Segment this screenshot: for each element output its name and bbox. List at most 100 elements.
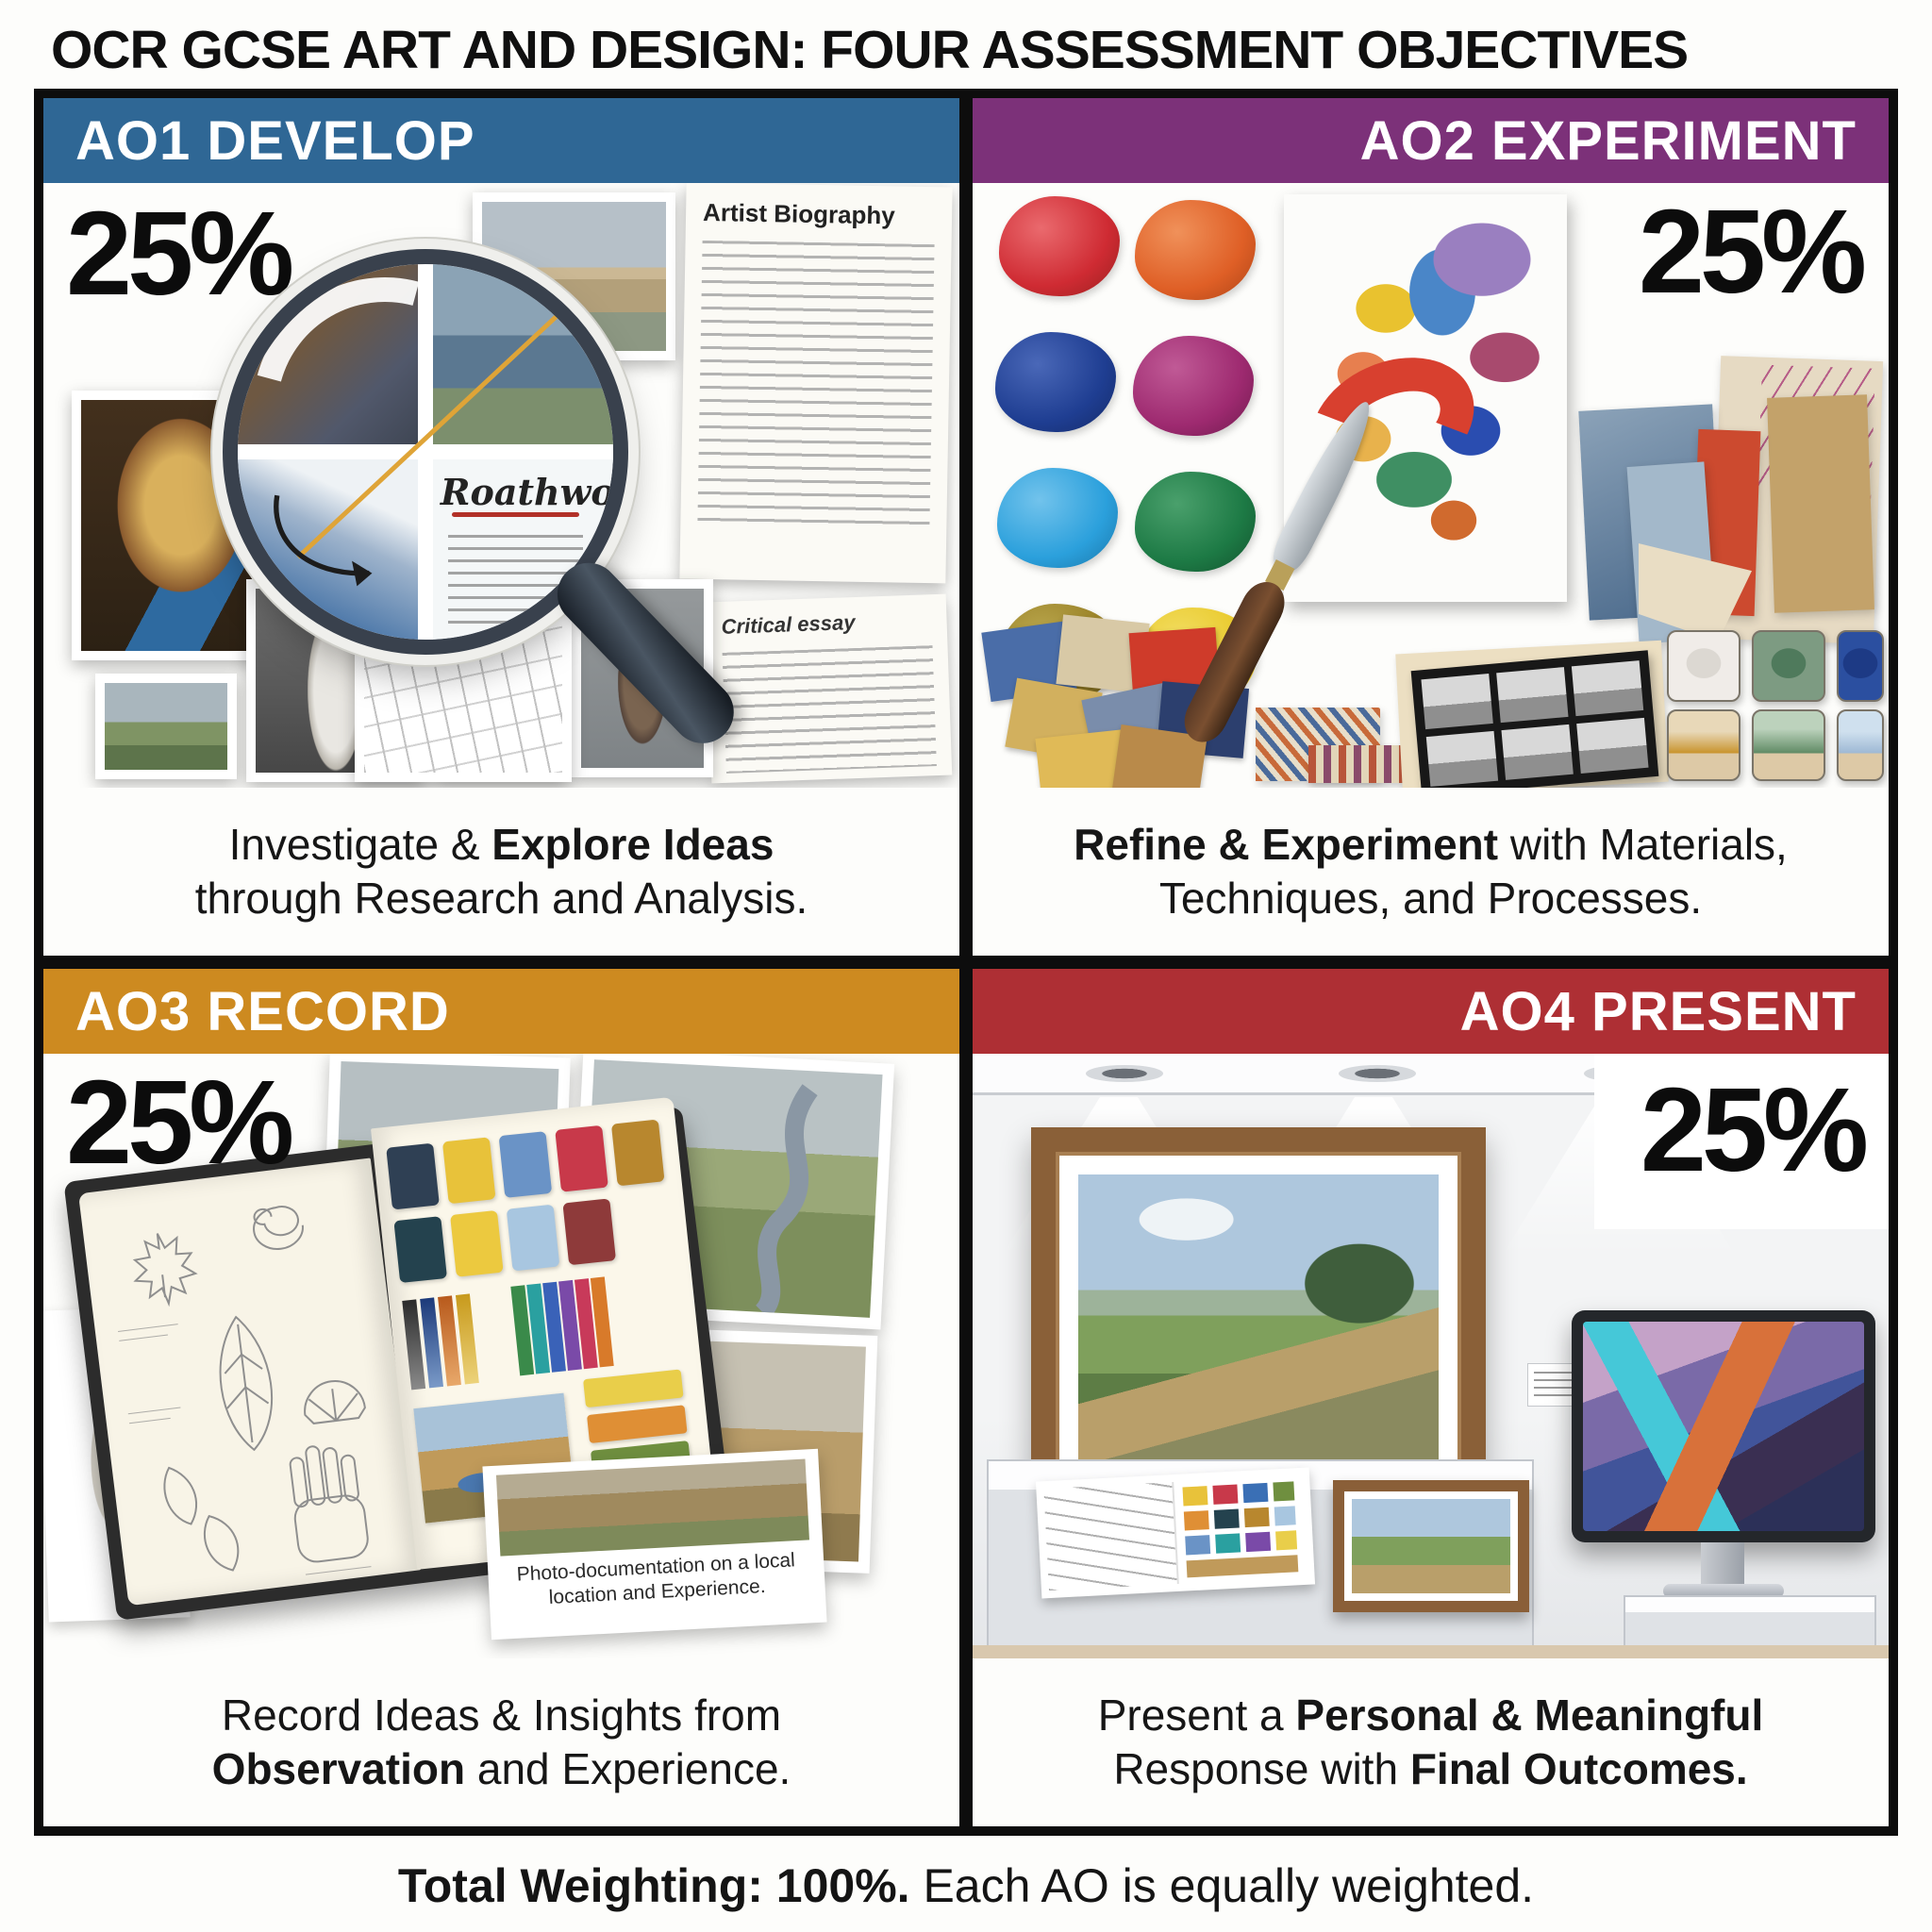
spotlight [1339, 1065, 1416, 1082]
contact-sheet-photo [1421, 674, 1493, 730]
caption-text: Techniques, and Processes. [1158, 874, 1703, 923]
contact-sheet-photo [1496, 667, 1569, 724]
swatch-grid [1182, 1481, 1299, 1578]
landscape-artwork [1078, 1174, 1439, 1495]
ceramic-glaze-tile-green [1752, 630, 1825, 702]
caption-text: Present a [1097, 1690, 1296, 1740]
paint-swatch-blue [995, 332, 1116, 432]
paint-swatch-orange [1135, 200, 1256, 300]
ao1-header: AO1 DEVELOP [43, 98, 959, 183]
ao3-header-label: AO3 RECORD [75, 980, 450, 1042]
monitor-pedestal [1624, 1595, 1876, 1652]
digital-artwork-screen [1583, 1322, 1864, 1531]
caption-text: with Materials, [1498, 819, 1788, 869]
weight-card [1594, 1054, 1889, 1229]
page-title: OCR GCSE ART AND DESIGN: FOUR ASSESSMENT… [51, 20, 1689, 80]
small-framed-painting [1333, 1480, 1529, 1612]
ao2-illustration: 25% [973, 183, 1889, 788]
watercolor-swatch [506, 1204, 560, 1272]
caption-line: Response with Final Outcomes. [1113, 1742, 1747, 1796]
sketchbook-swatch-page [1174, 1475, 1307, 1584]
spotlight [1086, 1065, 1163, 1082]
ao3-caption: Record Ideas & Insights from Observation… [43, 1658, 959, 1826]
ao4-header: AO4 PRESENT [973, 969, 1889, 1054]
lens-divider-horizontal [238, 444, 613, 459]
caption-line: Techniques, and Processes. [1159, 872, 1702, 925]
colour-bar [587, 1405, 688, 1443]
ceramic-glaze-tile-blue [1837, 630, 1884, 702]
artist-biography-document: Artist Biography [679, 183, 953, 584]
caption-text: Record Ideas & Insights from [221, 1690, 782, 1740]
caption-text-bold: Observation [211, 1744, 466, 1793]
monitor-stand [1701, 1542, 1744, 1588]
total-weighting-note: Total Weighting: 100%. Each AO is equall… [0, 1858, 1932, 1913]
open-sketchbook [63, 1086, 736, 1633]
ao3-illustration: Photo-documentation on a local location … [43, 1054, 959, 1658]
quadrant-ao3-record: AO3 RECORD [43, 969, 959, 1826]
ceramic-glaze-tile-lightblue [1837, 709, 1884, 781]
ao3-weight: 25% [66, 1056, 294, 1189]
quadrant-ao4-present: AO4 PRESENT [973, 969, 1889, 1826]
contact-sheet-photo [1571, 660, 1644, 717]
ao1-illustration: Artist Biography Critical essay [43, 183, 959, 788]
river-polaroid [569, 1054, 895, 1330]
caption-line: Investigate & Explore Ideas [229, 818, 774, 872]
watercolor-swatch [555, 1124, 608, 1192]
ao1-header-label: AO1 DEVELOP [75, 109, 475, 172]
monitor-base [1663, 1584, 1784, 1598]
annotated-polaroid: Photo-documentation on a local location … [482, 1448, 827, 1641]
lens-feather-painting-fragment [238, 452, 425, 640]
sketchbook-sketch-page [1043, 1482, 1179, 1591]
caption-line: Record Ideas & Insights from [222, 1689, 781, 1742]
paint-swatch-green [1135, 472, 1256, 572]
essay-document: Critical essay [705, 593, 953, 784]
watercolor-swatch [610, 1119, 665, 1187]
ao4-illustration: 25% [973, 1054, 1889, 1658]
quadrant-ao1-develop: AO1 DEVELOP Artist Biography Critical es… [43, 98, 959, 956]
caption-line: through Research and Analysis. [195, 872, 808, 925]
displayed-sketchbook [1035, 1467, 1316, 1599]
digital-display-monitor [1572, 1310, 1875, 1542]
ao2-caption: Refine & Experiment with Materials, Tech… [973, 788, 1889, 956]
watercolor-swatch [386, 1142, 440, 1210]
caption-line: Observation and Experience. [212, 1742, 791, 1796]
ao3-header: AO3 RECORD [43, 969, 959, 1054]
lens-art-fragment [238, 264, 425, 452]
colour-bar [583, 1369, 684, 1408]
caption-text: through Research and Analysis. [194, 874, 808, 923]
landscape-painting-small [95, 674, 237, 779]
ao2-header: AO2 EXPERIMENT [973, 98, 1889, 183]
river-path [755, 1084, 818, 1318]
contact-sheet-photo [1425, 730, 1499, 787]
ceramic-glaze-tile-white [1667, 630, 1740, 702]
ao2-header-label: AO2 EXPERIMENT [1359, 109, 1857, 172]
quadrant-grid: AO1 DEVELOP Artist Biography Critical es… [34, 89, 1898, 1836]
watercolor-swatch [441, 1137, 496, 1205]
photo-contact-sheet [1410, 650, 1659, 788]
ceramic-glaze-tile-green-drip [1752, 709, 1825, 781]
lens-landscape-fragment [425, 264, 613, 452]
paint-swatch-red [999, 196, 1120, 296]
watercolor-swatch [562, 1198, 617, 1266]
ao4-header-label: AO4 PRESENT [1459, 980, 1857, 1042]
contact-sheet-photo [1501, 724, 1574, 780]
watercolor-swatch [450, 1209, 504, 1277]
caption-line: Present a Personal & Meaningful [1098, 1689, 1764, 1742]
caption-text: Investigate & [228, 819, 492, 869]
ao4-weight: 25% [1640, 1063, 1869, 1196]
watercolor-swatch [393, 1216, 448, 1284]
document-text-lines [722, 645, 937, 774]
ceramic-glaze-tile-amber [1667, 709, 1740, 781]
polaroid-image [495, 1458, 809, 1557]
caption-text-bold: Personal & Meaningful [1295, 1690, 1764, 1740]
caption-text: Response with [1113, 1744, 1410, 1793]
essay-title: Critical essay [721, 609, 856, 639]
small-landscape-artwork [1352, 1499, 1510, 1593]
lens-arrow-annotation [273, 494, 373, 587]
sketchbook-left-page [77, 1158, 422, 1607]
lens-handwritten-label: Roathwork [440, 470, 615, 513]
document-text-lines [697, 240, 935, 530]
contact-sheet-photo [1576, 717, 1649, 774]
gallery-floor [973, 1645, 1889, 1658]
